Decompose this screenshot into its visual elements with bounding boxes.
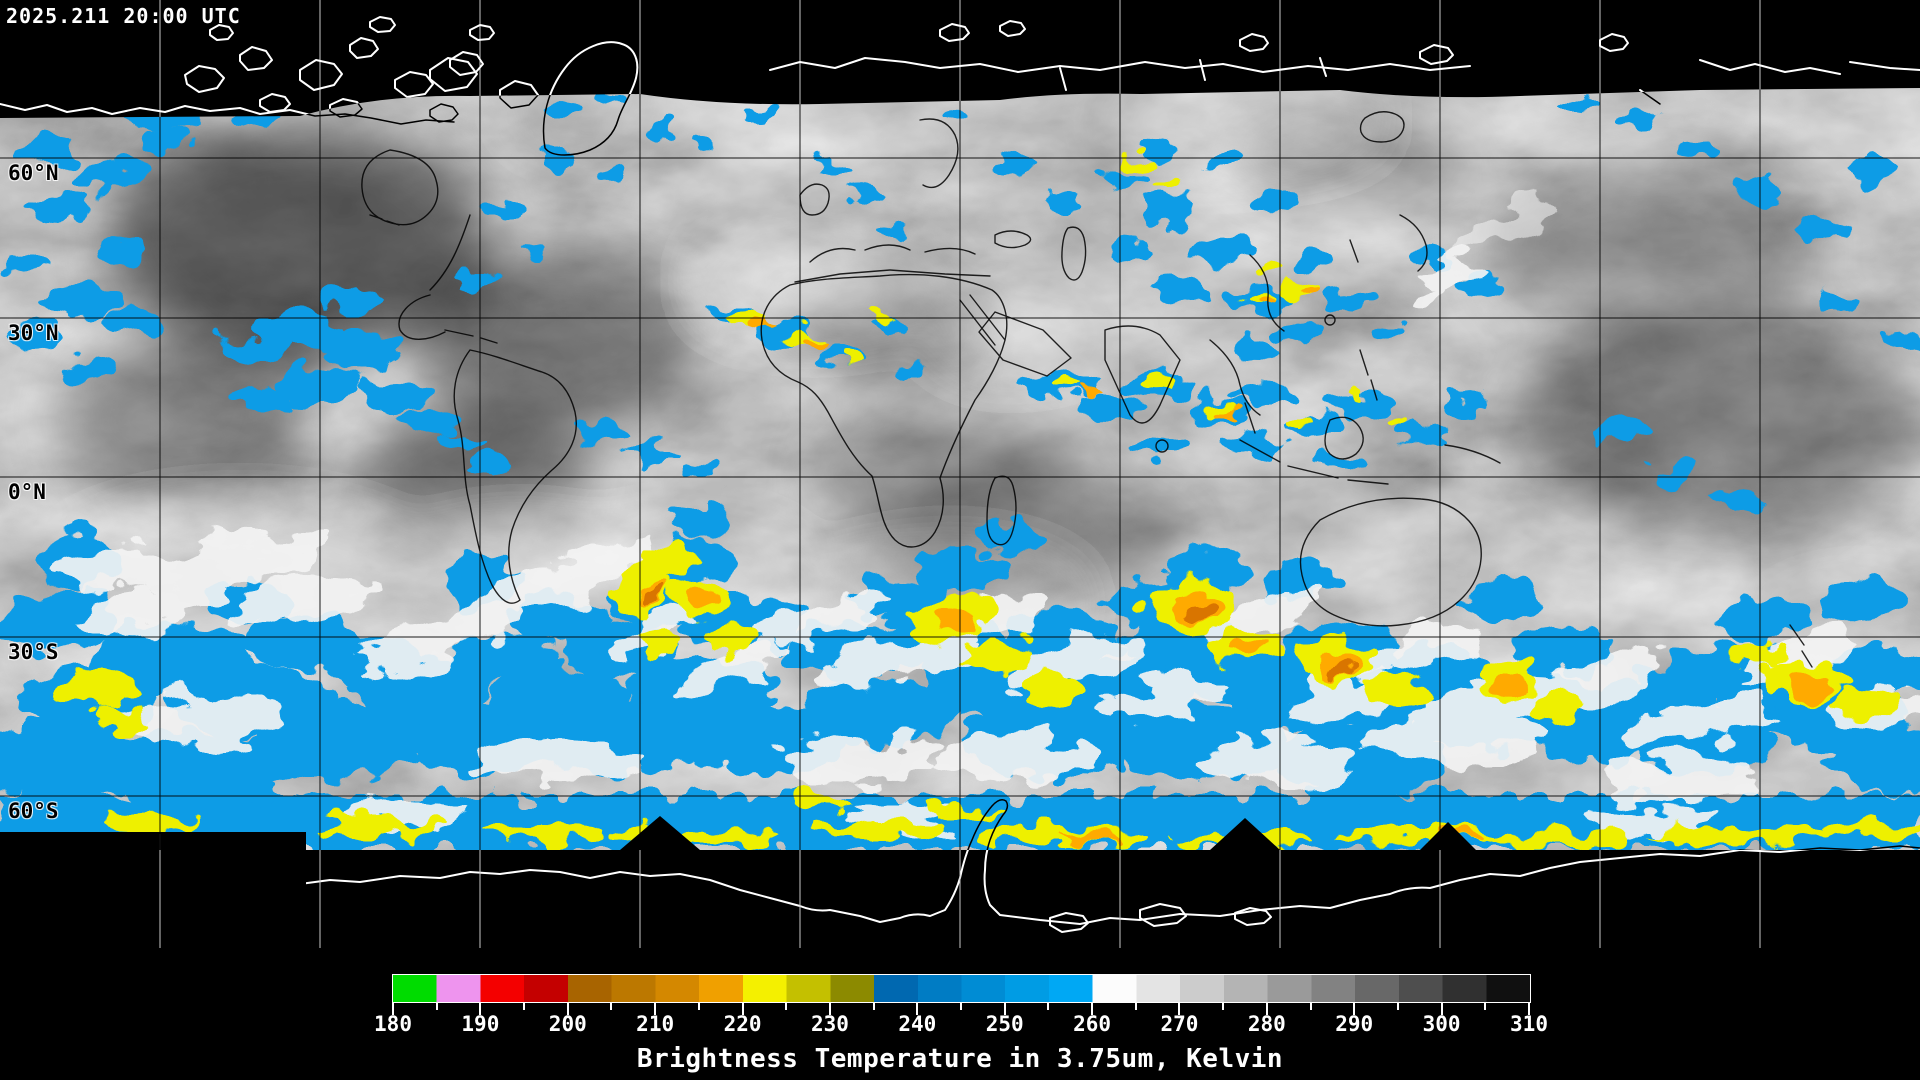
colorbar-major-tick [828, 1002, 831, 1015]
colorbar-major-tick [566, 1002, 569, 1015]
colorbar-tick-label: 220 [723, 1012, 762, 1036]
colorbar-minor-tick [523, 1002, 526, 1010]
colorbar-minor-tick [785, 1002, 788, 1010]
graticule [0, 0, 1920, 960]
colorbar-minor-tick [697, 1002, 700, 1010]
lat-label-0n: 0°N [8, 480, 46, 504]
colorbar-tick-label: 290 [1335, 1012, 1374, 1036]
colorbar-tick-label: 230 [810, 1012, 849, 1036]
colorbar-major-tick [916, 1002, 919, 1015]
colorbar-major-tick [1091, 1002, 1094, 1015]
colorbar-tick-label: 310 [1510, 1012, 1548, 1036]
colorbar-major-tick [479, 1002, 482, 1015]
lat-label-60n: 60°N [8, 161, 59, 185]
colorbar-minor-tick [610, 1002, 613, 1010]
colorbar-minor-tick [1309, 1002, 1312, 1010]
colorbar-minor-tick [960, 1002, 962, 1010]
colorbar-major-tick [1178, 1002, 1181, 1015]
colorbar-minor-tick [1484, 1002, 1487, 1010]
colorbar-tick-label: 300 [1422, 1012, 1461, 1036]
colorbar-tick-label: 260 [1073, 1012, 1112, 1036]
colorbar [392, 974, 1531, 1003]
colorbar-major-tick [1528, 1002, 1530, 1015]
colorbar-major-tick [741, 1002, 744, 1015]
colorbar-tick-label: 240 [898, 1012, 937, 1036]
colorbar-major-tick [1440, 1002, 1443, 1015]
lat-label-30n: 30°N [8, 321, 59, 345]
data-edge-mask [0, 816, 1476, 960]
lat-label-30s: 30°S [8, 640, 59, 664]
timestamp: 2025.211 20:00 UTC [6, 4, 241, 28]
colorbar-minor-tick [1047, 1002, 1050, 1010]
colorbar-tick-label: 270 [1160, 1012, 1199, 1036]
colorbar-tick-label: 180 [374, 1012, 412, 1036]
colorbar-major-tick [392, 1002, 394, 1015]
colorbar-tick-label: 190 [461, 1012, 500, 1036]
colorbar-major-tick [1265, 1002, 1268, 1015]
colorbar-minor-tick [1134, 1002, 1137, 1010]
colorbar-minor-tick [435, 1002, 438, 1010]
colorbar-tick-label: 210 [636, 1012, 675, 1036]
colorbar-tick-label: 280 [1247, 1012, 1286, 1036]
colorbar-minor-tick [872, 1002, 875, 1010]
colorbar-tick-label: 250 [985, 1012, 1024, 1036]
colorbar-major-tick [654, 1002, 657, 1015]
world-satellite-map [0, 0, 1920, 960]
colorbar-tick-label: 200 [548, 1012, 587, 1036]
colorbar-major-tick [1353, 1002, 1356, 1015]
graticule-polar-south [159, 834, 1761, 948]
colorbar-minor-tick [1396, 1002, 1399, 1010]
lat-label-60s: 60°S [8, 799, 59, 823]
colorbar-minor-tick [1222, 1002, 1225, 1010]
colorbar-caption: Brightness Temperature in 3.75um, Kelvin [636, 1044, 1284, 1074]
colorbar-major-tick [1003, 1002, 1006, 1015]
